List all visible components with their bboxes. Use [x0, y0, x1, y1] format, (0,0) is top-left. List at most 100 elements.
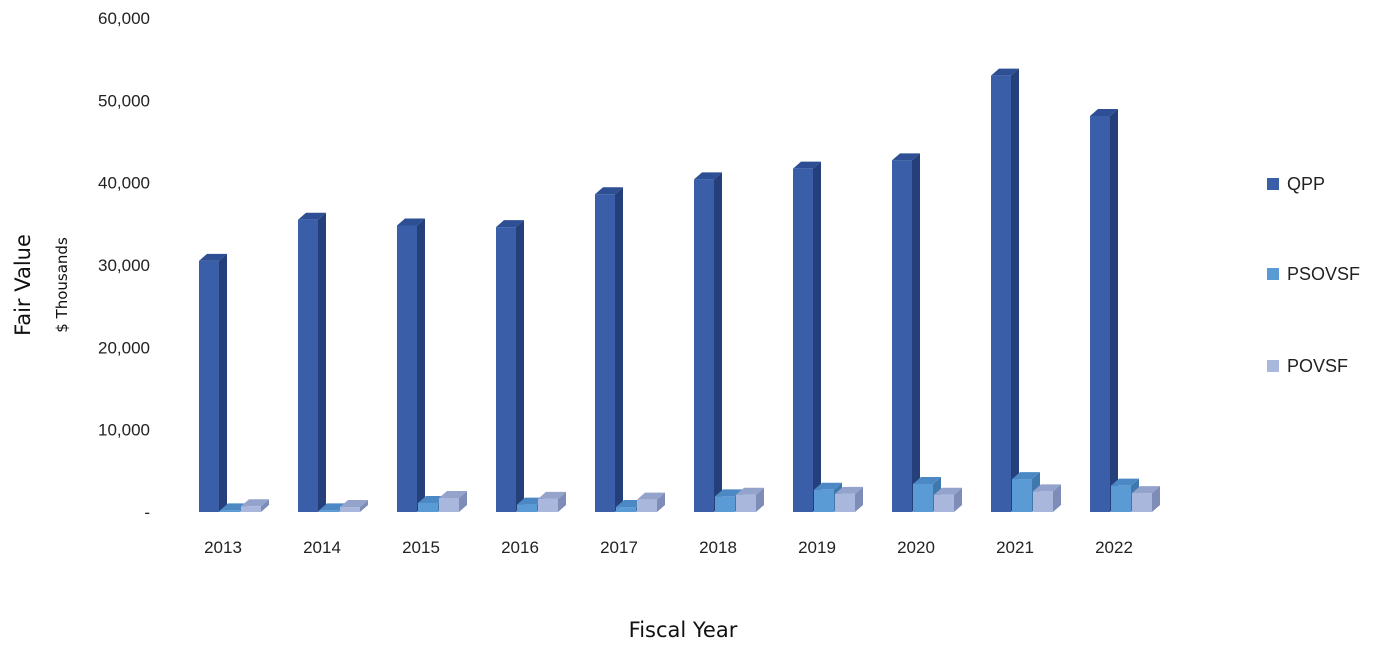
y-tick-label: 40,000 — [98, 174, 150, 193]
bar-povsf-2015 — [439, 491, 467, 512]
bar-front-face — [241, 506, 261, 512]
bar-povsf-2013 — [241, 499, 269, 512]
bar-front-face — [220, 510, 240, 512]
bar-front-face — [793, 168, 813, 513]
bar-side-face — [657, 492, 665, 512]
bar-top-face — [298, 212, 326, 220]
bar-front-face — [340, 507, 360, 512]
bar-front-face — [694, 179, 714, 512]
y-axis-ticks: - 10,000 20,000 30,000 40,000 50,000 60,000 — [98, 9, 150, 522]
bar-front-face — [418, 502, 438, 512]
y-tick-label: 20,000 — [98, 338, 150, 357]
bar-top-face — [1012, 472, 1040, 480]
x-tick-label: 2020 — [897, 538, 935, 557]
y-axis-title: Fair Value — [11, 234, 35, 336]
category-group-2013 — [199, 253, 269, 512]
bar-front-face — [1090, 115, 1110, 512]
bar-front-face — [319, 510, 339, 512]
bar-top-face — [892, 153, 920, 161]
category-group-2018 — [694, 172, 764, 512]
bar-front-face — [1033, 491, 1053, 512]
y-tick-label: - — [144, 503, 150, 522]
bar-povsf-2022 — [1132, 486, 1160, 512]
bar-qpp-2014 — [298, 212, 326, 512]
bar-front-face — [1111, 485, 1131, 512]
bar-top-face — [1111, 478, 1139, 486]
category-group-2017 — [595, 187, 665, 512]
x-tick-label: 2021 — [996, 538, 1034, 557]
legend-swatch — [1267, 360, 1279, 372]
bar-side-face — [813, 161, 821, 513]
bar-front-face — [991, 75, 1011, 512]
bar-front-face — [637, 499, 657, 512]
bar-front-face — [835, 493, 855, 512]
bar-side-face — [516, 220, 524, 513]
bar-side-face — [1011, 68, 1019, 512]
bar-side-face — [1053, 484, 1061, 512]
x-tick-label: 2019 — [798, 538, 836, 557]
bar-side-face — [954, 487, 962, 512]
legend: QPP PSOVSF POVSF — [1267, 174, 1360, 376]
plot-area — [199, 68, 1160, 513]
x-axis-title: Fiscal Year — [629, 618, 738, 642]
y-tick-label: 50,000 — [98, 91, 150, 110]
bar-front-face — [439, 498, 459, 512]
x-tick-label: 2014 — [303, 538, 341, 557]
bar-top-face — [439, 491, 467, 499]
bar-front-face — [934, 494, 954, 512]
bar-povsf-2020 — [934, 487, 962, 512]
bar-top-face — [913, 477, 941, 485]
bar-povsf-2016 — [538, 491, 566, 512]
bar-top-face — [538, 491, 566, 499]
bar-qpp-2022 — [1090, 108, 1118, 512]
legend-label: PSOVSF — [1287, 264, 1360, 284]
bar-front-face — [892, 160, 912, 513]
bar-psovsf-2021 — [1012, 472, 1040, 512]
bar-top-face — [694, 172, 722, 180]
y-axis-subtitle: $ Thousands — [53, 237, 71, 333]
bar-side-face — [219, 253, 227, 512]
legend-swatch — [1267, 268, 1279, 280]
category-group-2016 — [496, 220, 566, 513]
bar-side-face — [261, 499, 269, 512]
bar-front-face — [814, 489, 834, 512]
bar-side-face — [912, 153, 920, 513]
bar-top-face — [637, 492, 665, 500]
x-axis-ticks: 2013 2014 2015 2016 2017 2018 2019 2020 2021 2022 — [204, 538, 1133, 557]
bar-side-face — [855, 486, 863, 512]
bar-side-face — [360, 500, 368, 512]
bar-top-face — [736, 487, 764, 495]
bar-side-face — [714, 172, 722, 512]
bar-top-face — [715, 489, 743, 497]
bar-side-face — [756, 487, 764, 512]
bar-side-face — [459, 491, 467, 512]
bar-top-face — [793, 161, 821, 169]
bar-qpp-2016 — [496, 220, 524, 513]
bar-front-face — [1132, 493, 1152, 512]
bar-front-face — [199, 260, 219, 512]
y-tick-label: 30,000 — [98, 256, 150, 275]
legend-item-psovsf: PSOVSF — [1267, 264, 1360, 284]
bar-top-face — [595, 187, 623, 195]
legend-swatch — [1267, 178, 1279, 190]
bar-front-face — [913, 484, 933, 512]
bar-top-face — [241, 499, 269, 507]
bar-povsf-2017 — [637, 492, 665, 512]
bar-front-face — [595, 194, 615, 512]
bar-top-face — [1090, 108, 1118, 116]
bar-top-face — [397, 218, 425, 226]
bar-povsf-2018 — [736, 487, 764, 512]
legend-item-povsf: POVSF — [1267, 356, 1348, 376]
bar-qpp-2013 — [199, 253, 227, 512]
legend-item-qpp: QPP — [1267, 174, 1325, 194]
x-tick-label: 2016 — [501, 538, 539, 557]
bar-front-face — [538, 498, 558, 512]
bar-top-face — [1033, 484, 1061, 492]
category-group-2015 — [397, 218, 467, 513]
bar-side-face — [615, 187, 623, 512]
bar-side-face — [417, 218, 425, 513]
category-group-2014 — [298, 212, 368, 512]
bar-top-face — [835, 486, 863, 494]
bar-front-face — [736, 494, 756, 512]
bar-side-face — [318, 212, 326, 512]
